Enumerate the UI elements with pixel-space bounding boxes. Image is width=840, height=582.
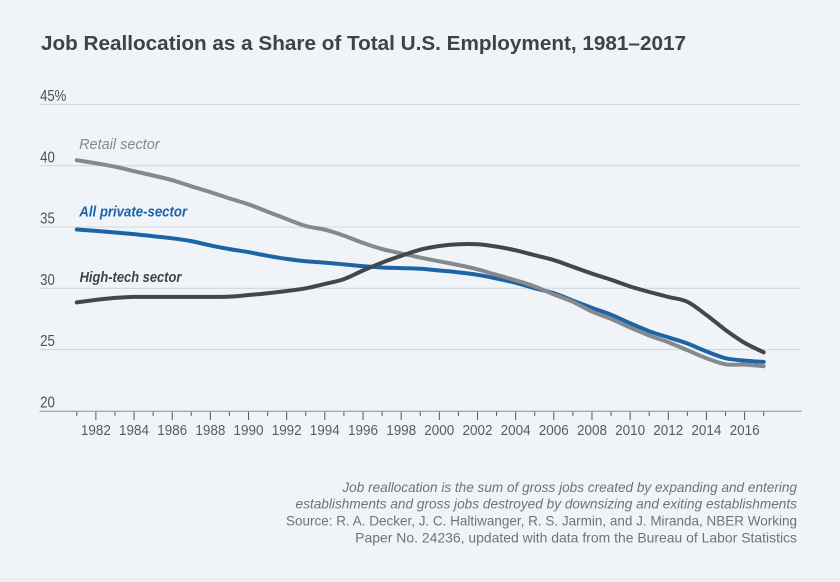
- svg-text:1990: 1990: [234, 423, 264, 439]
- svg-text:2006: 2006: [539, 423, 569, 439]
- svg-text:2012: 2012: [653, 423, 683, 439]
- svg-text:1984: 1984: [119, 423, 149, 439]
- svg-text:2010: 2010: [615, 423, 645, 439]
- svg-text:2004: 2004: [501, 423, 531, 439]
- svg-text:High-tech sector: High-tech sector: [80, 270, 183, 286]
- svg-text:1992: 1992: [272, 423, 302, 439]
- svg-text:1994: 1994: [310, 423, 340, 439]
- svg-text:1998: 1998: [386, 423, 416, 439]
- svg-text:Job reallocation is the sum of: Job reallocation is the sum of gross job…: [341, 480, 797, 495]
- svg-text:Job Reallocation as a Share of: Job Reallocation as a Share of Total U.S…: [41, 32, 686, 55]
- svg-text:1986: 1986: [157, 423, 187, 439]
- svg-text:All private-sector: All private-sector: [78, 204, 188, 220]
- svg-text:1996: 1996: [348, 423, 378, 439]
- svg-text:2014: 2014: [691, 423, 721, 439]
- svg-text:2000: 2000: [424, 423, 454, 439]
- svg-text:2016: 2016: [730, 423, 760, 439]
- svg-text:35: 35: [40, 211, 55, 228]
- svg-text:2008: 2008: [577, 423, 607, 439]
- svg-text:45%: 45%: [40, 88, 66, 105]
- svg-text:Paper No. 24236, updated with: Paper No. 24236, updated with data from …: [355, 531, 797, 546]
- svg-text:Retail sector: Retail sector: [79, 137, 161, 153]
- svg-text:40: 40: [40, 149, 55, 166]
- svg-text:30: 30: [40, 272, 55, 289]
- svg-text:2002: 2002: [463, 423, 493, 439]
- svg-text:25: 25: [40, 333, 55, 350]
- svg-text:establishments and gross jobs: establishments and gross jobs destroyed …: [296, 497, 798, 512]
- svg-text:Source: R. A. Decker, J. C. Ha: Source: R. A. Decker, J. C. Haltiwanger,…: [286, 514, 797, 529]
- svg-text:1982: 1982: [81, 423, 111, 439]
- svg-text:1988: 1988: [195, 423, 225, 439]
- svg-text:20: 20: [40, 395, 55, 412]
